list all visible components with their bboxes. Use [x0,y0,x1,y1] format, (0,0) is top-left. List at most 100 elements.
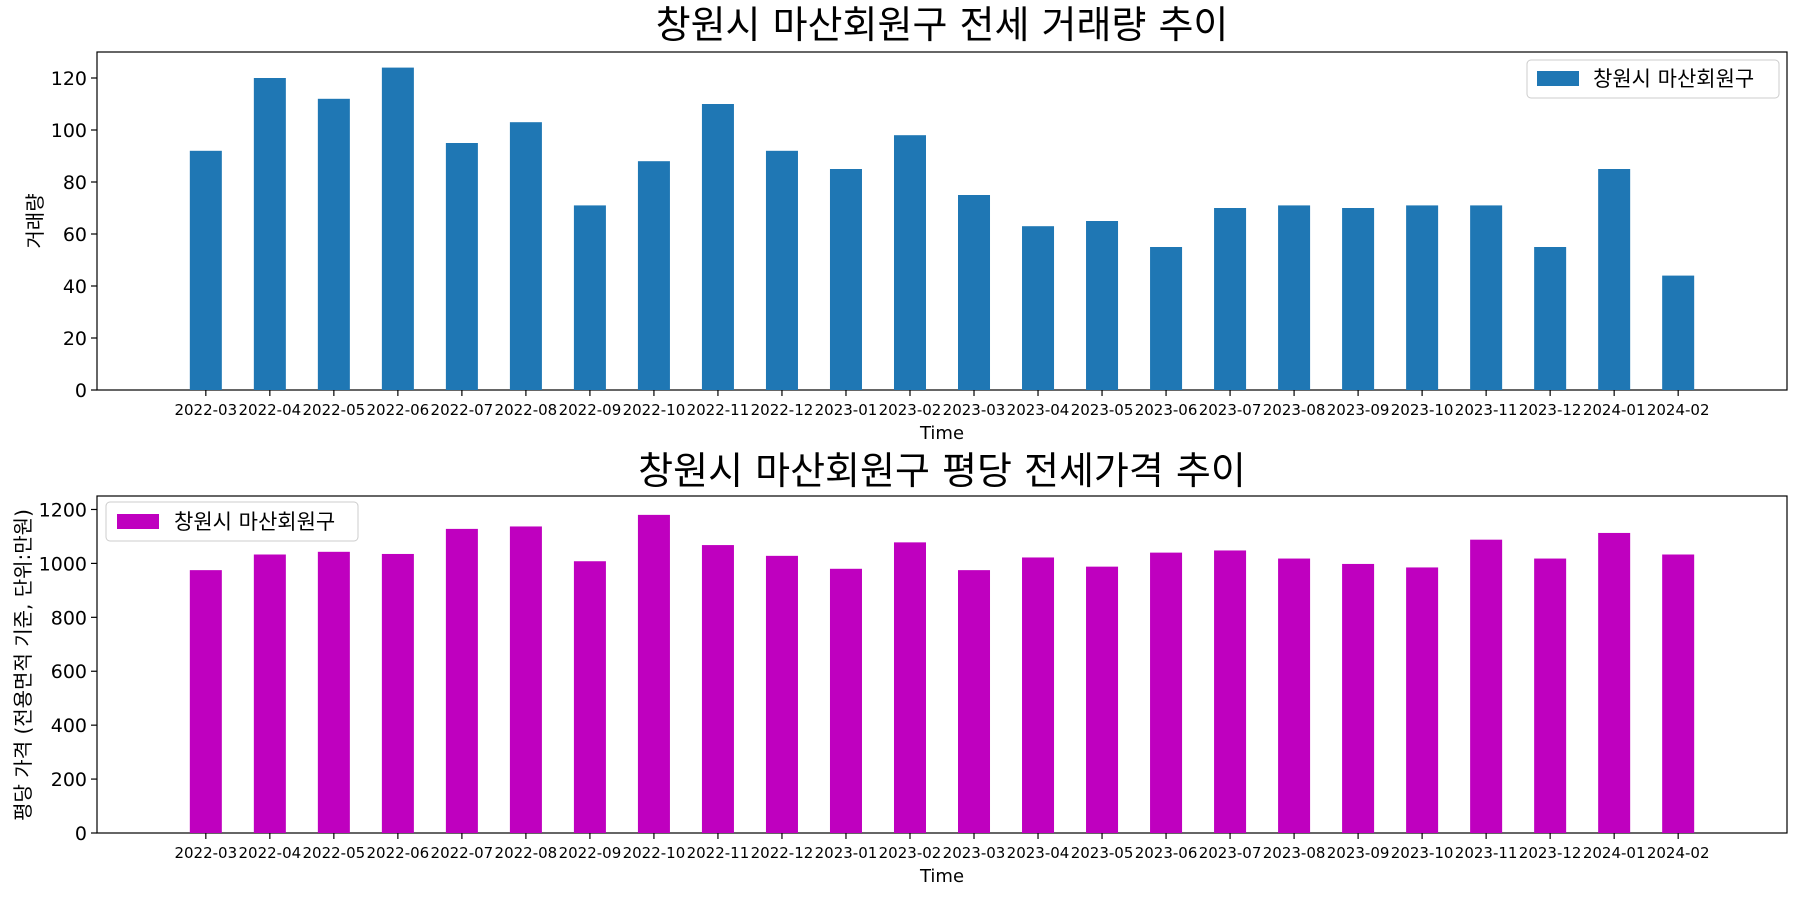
x-tick-label: 2022-09 [559,844,622,862]
bar [765,150,798,390]
bar [573,561,606,833]
x-tick-label: 2024-02 [1647,401,1710,419]
y-tick-label: 60 [63,224,87,246]
x-tick-label: 2024-01 [1583,401,1646,419]
y-tick-label: 0 [75,380,87,402]
bar [381,67,414,390]
bar [1406,205,1439,390]
bar [1342,563,1375,833]
x-axis-ticks: 2022-03 2022-04 2022-05 2022-06 2022-07 2022-… [174,390,1710,419]
bar [253,78,286,390]
x-tick-label: 2023-04 [1007,844,1070,862]
x-tick-label: 2023-02 [879,401,942,419]
x-tick-label: 2024-01 [1583,844,1646,862]
x-tick-label: 2023-11 [1455,844,1518,862]
y-axis-label: 거래량 [23,193,47,248]
legend-label: 창원시 마산회원구 [174,510,335,534]
x-tick-label: 2024-02 [1647,844,1710,862]
bar [701,545,734,833]
bar [893,135,926,390]
legend-swatch [117,514,159,529]
x-tick-label: 2022-12 [751,844,814,862]
x-tick-label: 2023-05 [1071,844,1134,862]
bar [1662,275,1695,390]
chart-title: 창원시 마산회원구 전세 거래량 추이 [656,3,1229,47]
x-tick-label: 2022-07 [431,844,494,862]
bar [1278,205,1311,390]
bar [829,169,862,390]
bar [509,526,542,833]
x-tick-label: 2023-01 [815,401,878,419]
y-tick-label: 100 [51,120,87,142]
x-tick-label: 2022-10 [623,401,686,419]
x-tick-label: 2022-11 [687,401,750,419]
bar [1406,567,1439,833]
bar [1598,169,1631,390]
x-tick-label: 2022-03 [174,401,237,419]
legend: 창원시 마산회원구 [1526,59,1780,99]
x-tick-label: 2023-01 [815,844,878,862]
y-axis-ticks: 0 200 400 600 800 1000 1200 [39,499,97,845]
bar [189,570,222,833]
bar [637,514,670,833]
bar [1022,557,1055,833]
x-tick-label: 2022-06 [367,401,430,419]
y-tick-label: 800 [51,607,87,629]
bar [189,150,222,390]
x-tick-label: 2023-12 [1519,401,1582,419]
x-tick-label: 2023-09 [1327,844,1390,862]
x-axis-ticks: 2022-03 2022-04 2022-05 2022-06 2022-07 2022-… [174,833,1710,862]
bar [1214,550,1247,833]
bar [253,554,286,833]
y-tick-label: 120 [51,68,87,90]
x-tick-label: 2023-05 [1071,401,1134,419]
bar [1022,226,1055,390]
bar [317,98,350,391]
bar [1150,552,1183,833]
x-tick-label: 2023-07 [1199,844,1262,862]
x-tick-label: 2022-05 [303,401,366,419]
x-tick-label: 2022-08 [495,844,558,862]
x-axis-label: Time [919,423,964,444]
x-tick-label: 2022-09 [559,401,622,419]
y-tick-label: 1200 [39,499,87,521]
bar [1342,208,1375,390]
bar [893,542,926,833]
price-chart: 창원시 마산회원구 평당 전세가격 추이 0 200 400 600 800 1000 12… [11,449,1788,887]
x-tick-label: 2023-03 [943,844,1006,862]
x-tick-label: 2022-04 [238,844,301,862]
x-tick-label: 2022-10 [623,844,686,862]
x-tick-label: 2022-03 [174,844,237,862]
bar [445,143,478,390]
y-tick-label: 600 [51,661,87,683]
x-tick-label: 2023-12 [1519,844,1582,862]
x-tick-label: 2022-11 [687,844,750,862]
x-tick-label: 2023-02 [879,844,942,862]
bar [573,205,606,390]
x-tick-label: 2022-06 [367,844,430,862]
x-tick-label: 2023-08 [1263,844,1326,862]
y-axis-label: 평당 가격 (전용면적 기준, 단위:만원) [11,509,35,821]
bar [958,195,991,390]
x-tick-label: 2023-06 [1135,401,1198,419]
plot-frame [96,51,1788,391]
bar [317,551,350,833]
x-tick-label: 2023-07 [1199,401,1262,419]
bar [381,553,414,833]
x-tick-label: 2023-11 [1455,401,1518,419]
bar [1534,247,1567,390]
bar [1150,247,1183,390]
bar [1662,554,1695,833]
bar [1470,205,1503,390]
x-tick-label: 2023-10 [1391,401,1454,419]
y-tick-label: 200 [51,769,87,791]
y-tick-label: 20 [63,328,87,350]
x-tick-label: 2023-04 [1007,401,1070,419]
x-tick-label: 2023-06 [1135,844,1198,862]
plot-frame [96,495,1788,834]
bar [1086,221,1119,390]
bar [1278,558,1311,833]
bar [829,568,862,833]
x-tick-label: 2023-10 [1391,844,1454,862]
y-tick-label: 80 [63,172,87,194]
